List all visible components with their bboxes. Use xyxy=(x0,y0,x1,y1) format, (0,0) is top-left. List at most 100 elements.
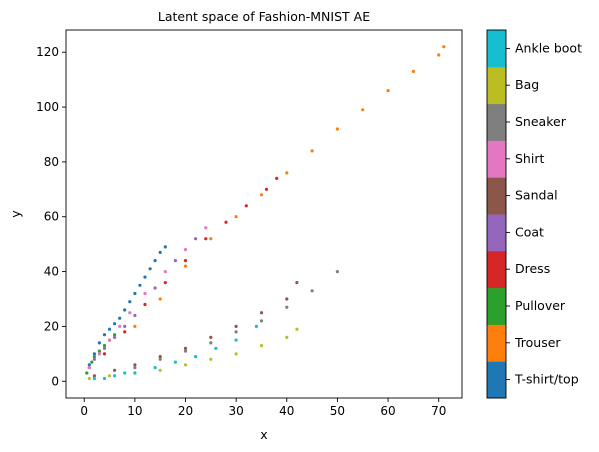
point-bag xyxy=(107,374,112,378)
x-tick-label: 20 xyxy=(178,404,193,418)
point-t-shirt-top xyxy=(97,341,101,345)
x-tick-label: 40 xyxy=(279,404,294,418)
point-dress xyxy=(102,352,107,356)
point-trouser xyxy=(386,89,390,93)
point-shirt xyxy=(97,352,101,356)
point-shirt xyxy=(128,311,132,315)
point-trouser xyxy=(234,215,238,219)
point-t-shirt-top xyxy=(153,259,157,263)
point-trouser xyxy=(158,297,162,301)
colorbar-swatch xyxy=(487,214,506,252)
point-t-shirt-top xyxy=(92,352,96,356)
point-shirt xyxy=(107,338,112,342)
colorbar-label: Shirt xyxy=(515,151,544,166)
point-bag xyxy=(158,368,162,372)
colorbar-swatch xyxy=(487,30,506,68)
colorbar-label: Pullover xyxy=(515,298,566,313)
point-dress xyxy=(264,187,269,191)
colorbar-label: Ankle boot xyxy=(515,40,582,55)
point-coat xyxy=(92,357,96,361)
x-tick-label: 60 xyxy=(380,404,395,418)
point-coat xyxy=(153,286,157,290)
point-bag xyxy=(209,357,213,361)
y-tick-label: 100 xyxy=(36,100,59,114)
colorbar-label: Dress xyxy=(515,261,550,276)
point-t-shirt-top xyxy=(133,291,137,296)
colorbar-swatch xyxy=(487,66,506,105)
point-dress xyxy=(143,302,147,307)
point-sneaker xyxy=(259,319,264,323)
point-bag xyxy=(285,335,289,339)
point-t-shirt-top xyxy=(87,363,91,367)
point-trouser xyxy=(259,193,264,197)
y-axis-label: y xyxy=(8,210,23,218)
point-trouser xyxy=(310,149,314,153)
point-sandal xyxy=(183,346,188,350)
point-pullover xyxy=(102,344,107,348)
y-tick-label: 0 xyxy=(51,374,59,388)
point-sandal xyxy=(209,335,213,339)
point-shirt xyxy=(143,291,147,296)
point-trouser xyxy=(411,69,415,73)
colorbar-label: Sneaker xyxy=(515,114,567,129)
point-bag xyxy=(295,327,299,331)
point-sandal xyxy=(234,324,238,328)
point-t-shirt-top xyxy=(143,275,147,279)
point-shirt xyxy=(204,226,208,230)
y-tick-label: 80 xyxy=(44,155,59,169)
colorbar-label: Sandal xyxy=(515,188,558,203)
colorbar-label: Bag xyxy=(515,77,539,92)
point-sandal xyxy=(285,297,289,301)
point-sneaker xyxy=(234,330,238,334)
point-sneaker xyxy=(158,357,162,361)
point-pullover xyxy=(97,349,101,353)
colorbar-swatch xyxy=(487,250,506,289)
colorbar-swatch xyxy=(487,324,506,362)
point-pullover xyxy=(92,355,96,359)
x-axis-ticks: 0 10 20 30 40 50 60 70 xyxy=(80,398,446,418)
point-t-shirt-top xyxy=(138,283,142,287)
point-ankle-boot xyxy=(254,324,258,328)
point-t-shirt-top xyxy=(113,322,117,326)
colorbar-swatch xyxy=(487,361,506,399)
point-dress xyxy=(123,330,127,334)
point-ankle-boot xyxy=(102,376,107,381)
point-sneaker xyxy=(183,349,188,353)
point-ankle-boot xyxy=(153,366,157,370)
point-dress xyxy=(275,176,279,180)
point-pullover xyxy=(85,371,89,375)
y-tick-label: 20 xyxy=(44,319,59,333)
y-tick-label: 120 xyxy=(36,45,59,59)
point-sneaker xyxy=(310,289,314,293)
point-ankle-boot xyxy=(123,371,127,375)
point-t-shirt-top xyxy=(123,308,127,312)
point-sneaker xyxy=(209,341,213,345)
point-t-shirt-top xyxy=(102,333,107,337)
point-shirt xyxy=(183,248,188,252)
y-tick-label: 60 xyxy=(44,210,59,224)
chart-title: Latent space of Fashion-MNIST AE xyxy=(158,9,370,24)
point-bag xyxy=(259,344,264,348)
point-sneaker xyxy=(133,366,137,370)
point-trouser xyxy=(361,108,365,112)
point-trouser xyxy=(133,324,137,328)
point-sandal xyxy=(113,368,117,372)
x-axis-label: x xyxy=(260,427,267,442)
point-sneaker xyxy=(285,305,289,309)
point-coat xyxy=(113,335,117,339)
point-ankle-boot xyxy=(214,346,218,350)
point-dress xyxy=(244,204,248,208)
point-sandal xyxy=(259,311,264,315)
point-trouser xyxy=(209,237,213,241)
colorbar-swatch xyxy=(487,287,506,325)
point-sandal xyxy=(295,281,299,285)
point-pullover xyxy=(113,333,117,337)
colorbar-label: Coat xyxy=(515,224,544,239)
point-trouser xyxy=(183,264,188,268)
point-ankle-boot xyxy=(194,355,198,359)
point-t-shirt-top xyxy=(107,327,112,331)
point-dress xyxy=(224,220,228,224)
point-pullover xyxy=(90,360,94,364)
point-sandal xyxy=(92,374,96,378)
